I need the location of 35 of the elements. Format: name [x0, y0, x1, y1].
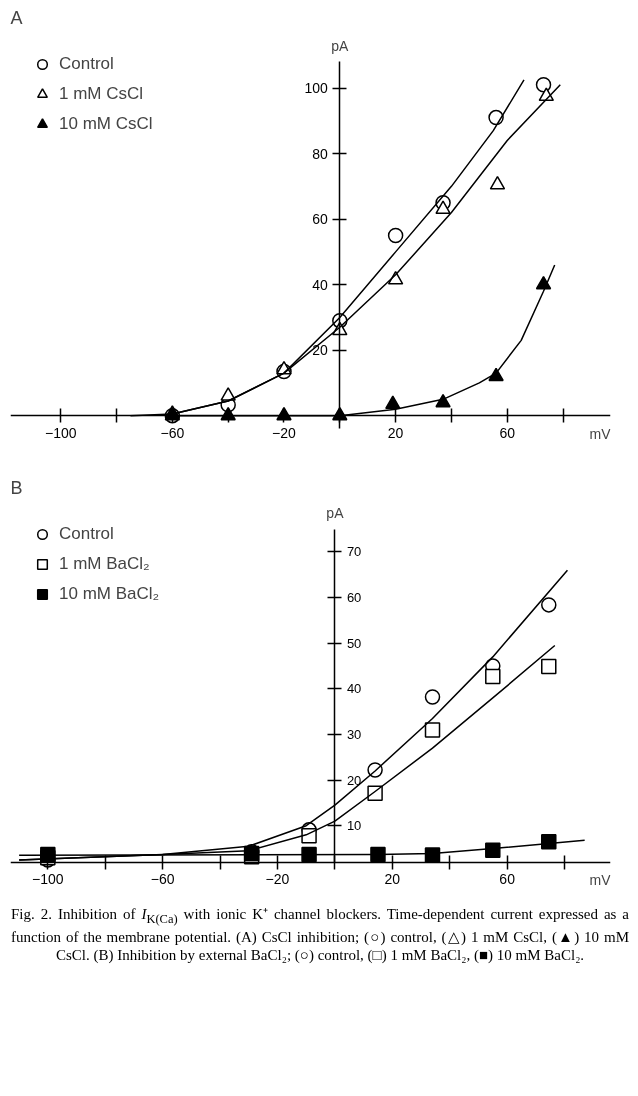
y-tick-label: 20	[346, 772, 362, 788]
chart-title: A	[10, 7, 23, 28]
y-tick-label: 30	[346, 726, 362, 742]
y-tick-label: 70	[346, 544, 362, 560]
legend-label: 1 mM BaCl₂	[59, 554, 150, 574]
x-axis-title: mV	[589, 425, 612, 442]
x-tick-label: 60	[499, 871, 516, 888]
x-tick-label: 20	[384, 871, 401, 888]
x-tick-label: −20	[272, 424, 297, 441]
y-tick-label: 60	[346, 590, 362, 606]
y-tick-label: 40	[312, 276, 329, 293]
x-axis-title: mV	[589, 872, 612, 889]
y-tick-label: 80	[312, 145, 329, 162]
y-tick-label: 10	[346, 818, 362, 834]
legend-label: Control	[59, 54, 114, 74]
x-tick-label: −20	[265, 871, 290, 888]
x-tick-label: −100	[44, 424, 77, 441]
x-tick-label: −60	[160, 424, 185, 441]
legend-label: 10 mM CsCl	[59, 114, 153, 134]
y-tick-label: 60	[312, 211, 329, 228]
y-axis-title: pA	[331, 37, 350, 54]
y-tick-label: 40	[346, 681, 362, 697]
x-tick-label: −100	[32, 871, 64, 888]
x-tick-label: −60	[150, 871, 175, 888]
x-tick-label: 20	[387, 424, 404, 441]
legend-label: 10 mM BaCl₂	[59, 584, 160, 604]
legend-label: Control	[59, 524, 114, 544]
y-axis-title: pA	[326, 505, 345, 522]
chart-title: B	[10, 477, 23, 498]
y-tick-label: 100	[304, 80, 329, 97]
caption: Fig. 2. Inhibition of I$_{K(Ca)}$ with ionic K⁺ channel blockers. Time-dependent current expressed as a function of the membrane potential. (A) CsCl inhibition; (○) control, (△) 1 mM CsCl, (▲) 10 mM CsCl. (B) Inhibition by external BaCl₂; (○) control, (□) 1 mM BaCl₂, (■) 10 mM BaCl₂.	[10, 905, 630, 966]
y-tick-label: 50	[346, 635, 362, 651]
x-tick-label: 60	[499, 424, 516, 441]
y-tick-label: 20	[312, 342, 329, 359]
legend-label: 1 mM CsCl	[59, 84, 144, 104]
